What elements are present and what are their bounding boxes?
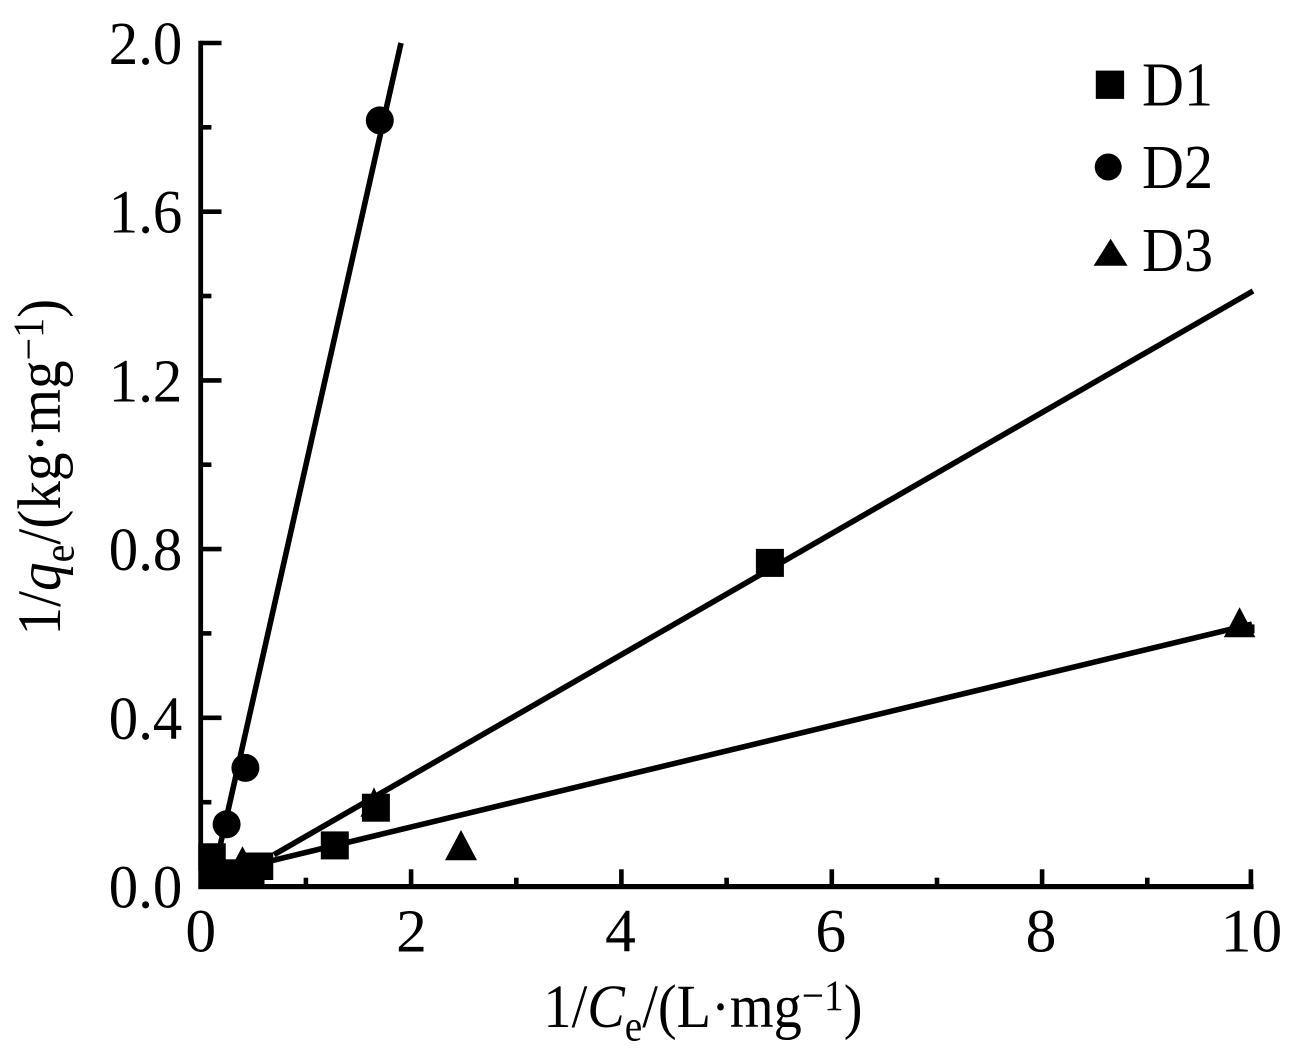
svg-text:D2: D2: [1142, 134, 1213, 202]
svg-text:2: 2: [396, 898, 427, 966]
svg-text:D1: D1: [1142, 52, 1213, 120]
svg-text:0: 0: [185, 898, 216, 966]
svg-text:1/qe/(kg·mg−1): 1/qe/(kg·mg−1): [5, 299, 83, 636]
svg-text:8: 8: [1026, 898, 1057, 966]
svg-text:2.0: 2.0: [109, 10, 183, 78]
svg-text:0.0: 0.0: [109, 854, 183, 922]
svg-text:0.8: 0.8: [109, 516, 183, 584]
svg-text:1.2: 1.2: [109, 347, 183, 415]
svg-text:6: 6: [815, 898, 846, 966]
svg-text:4: 4: [605, 898, 636, 966]
svg-text:10: 10: [1221, 898, 1283, 966]
svg-text:D3: D3: [1142, 217, 1213, 285]
svg-text:1.6: 1.6: [109, 179, 183, 247]
svg-text:0.4: 0.4: [109, 685, 183, 753]
